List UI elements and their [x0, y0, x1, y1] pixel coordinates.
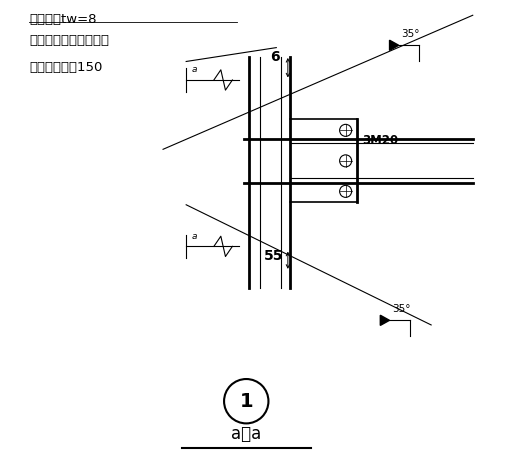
Text: 1: 1 [240, 392, 253, 411]
Polygon shape [380, 315, 389, 326]
Text: 加原范围应伸出梁上下: 加原范围应伸出梁上下 [29, 34, 109, 47]
Text: a: a [192, 232, 197, 241]
Text: 腹板加原tw=8: 腹板加原tw=8 [29, 13, 97, 26]
Text: 35°: 35° [401, 29, 420, 39]
Text: 3M20: 3M20 [362, 133, 398, 146]
Polygon shape [389, 40, 399, 50]
Text: 6: 6 [270, 50, 280, 64]
Text: a: a [192, 66, 197, 74]
Text: 55: 55 [264, 249, 284, 263]
Text: a－a: a－a [231, 425, 262, 443]
Text: 翅缘外不小于150: 翅缘外不小于150 [29, 61, 102, 74]
Text: 35°: 35° [392, 304, 410, 314]
